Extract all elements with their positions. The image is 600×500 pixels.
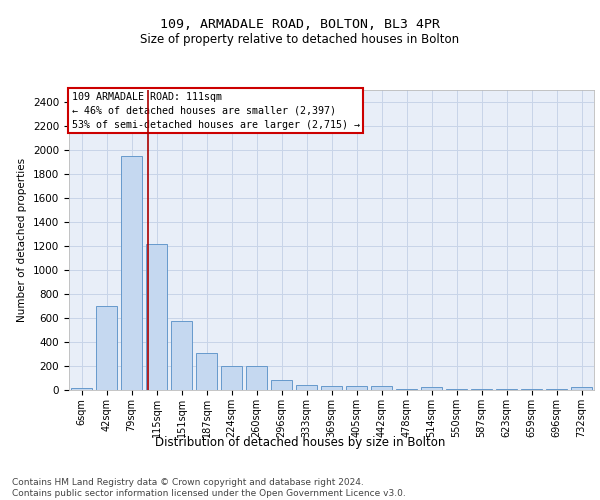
Text: Distribution of detached houses by size in Bolton: Distribution of detached houses by size … xyxy=(155,436,445,449)
Bar xyxy=(371,386,392,390)
Bar xyxy=(221,366,242,390)
Bar xyxy=(271,380,292,390)
Bar xyxy=(246,366,267,390)
Bar xyxy=(321,386,342,390)
Y-axis label: Number of detached properties: Number of detached properties xyxy=(17,158,28,322)
Bar xyxy=(571,387,592,390)
Text: 109, ARMADALE ROAD, BOLTON, BL3 4PR: 109, ARMADALE ROAD, BOLTON, BL3 4PR xyxy=(160,18,440,30)
Bar xyxy=(71,388,92,390)
Text: Contains HM Land Registry data © Crown copyright and database right 2024.
Contai: Contains HM Land Registry data © Crown c… xyxy=(12,478,406,498)
Bar xyxy=(96,306,117,390)
Bar xyxy=(196,354,217,390)
Bar xyxy=(146,244,167,390)
Bar xyxy=(296,384,317,390)
Bar xyxy=(421,387,442,390)
Text: Size of property relative to detached houses in Bolton: Size of property relative to detached ho… xyxy=(140,32,460,46)
Bar xyxy=(171,321,192,390)
Bar xyxy=(121,156,142,390)
Text: 109 ARMADALE ROAD: 111sqm
← 46% of detached houses are smaller (2,397)
53% of se: 109 ARMADALE ROAD: 111sqm ← 46% of detac… xyxy=(71,92,359,130)
Bar xyxy=(346,386,367,390)
